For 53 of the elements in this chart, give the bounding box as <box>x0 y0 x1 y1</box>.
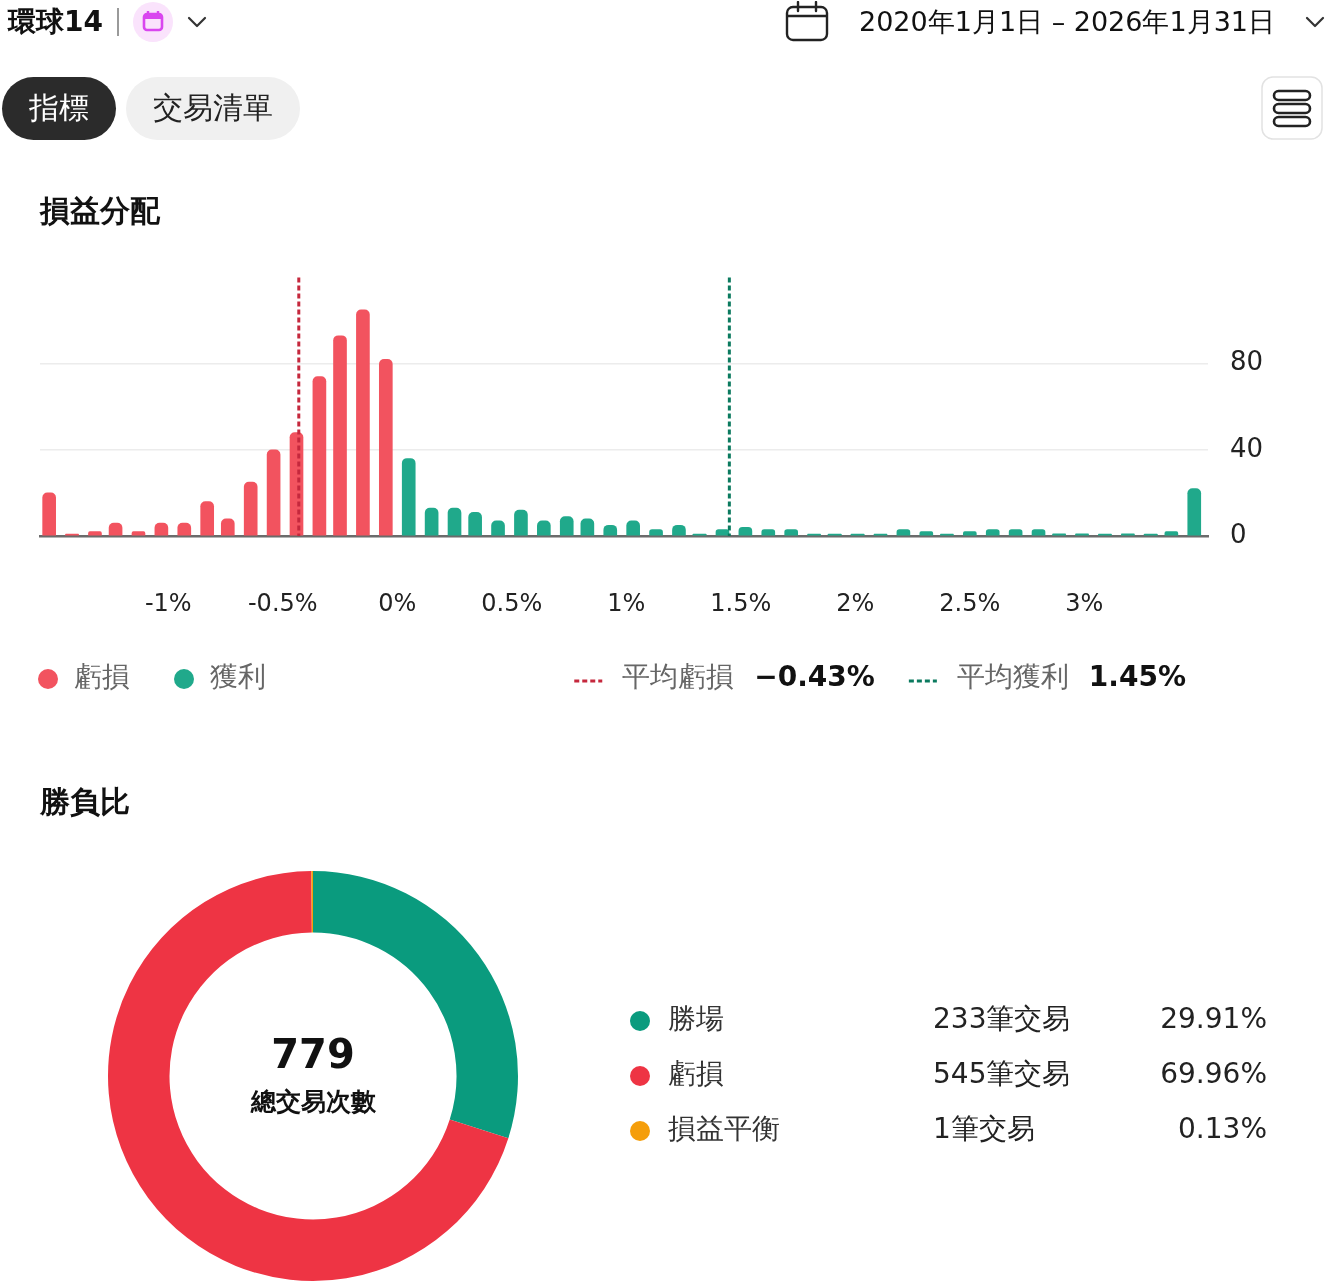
data-label: 233筆交易 <box>933 1002 1071 1036</box>
bar <box>468 511 482 536</box>
bar <box>447 507 462 536</box>
text: 29.91% <box>1160 1002 1267 1036</box>
bar <box>580 518 595 536</box>
legend-label: 虧損 <box>74 660 130 694</box>
legend-label: 勝場 <box>668 1002 724 1036</box>
chart-title: 勝負比 <box>40 783 130 821</box>
bar <box>491 520 505 536</box>
x-tick-label: 3% <box>1065 588 1104 617</box>
text: 總交易次數 <box>249 1086 377 1116</box>
y-tick-label: 0 <box>1230 518 1247 549</box>
x-tick-label: -1% <box>144 588 192 617</box>
legend-label: 虧損 <box>668 1057 724 1091</box>
text: 環球14 <box>8 4 103 40</box>
data-label: 1筆交易 <box>933 1112 1035 1146</box>
bar <box>333 335 347 536</box>
text: 779 <box>271 1031 355 1078</box>
bar <box>401 458 416 536</box>
bar <box>312 376 327 536</box>
legend-label: 平均虧損 −0.43% <box>622 660 875 694</box>
bar <box>356 309 370 536</box>
bar <box>537 520 551 536</box>
x-tick-label: 1% <box>607 588 646 617</box>
data-label: 545筆交易 <box>933 1057 1071 1091</box>
text: 0.13% <box>1178 1112 1267 1146</box>
text: 指標 <box>29 89 89 127</box>
bar <box>378 359 393 536</box>
bar <box>626 520 640 536</box>
x-tick-label: -0.5% <box>247 588 318 617</box>
bar <box>559 516 574 536</box>
text: 2020年1月1日 – 2026年1月31日 <box>859 5 1275 39</box>
bar <box>42 492 56 536</box>
bar <box>514 509 528 536</box>
x-tick-label: 0% <box>378 588 417 617</box>
bar <box>220 518 235 536</box>
bar <box>243 481 258 536</box>
text: 交易清單 <box>153 89 273 127</box>
legend-label: 損益平衡 <box>668 1112 780 1146</box>
x-tick-label: 2% <box>836 588 875 617</box>
bar <box>200 501 215 536</box>
y-tick-label: 40 <box>1230 432 1264 463</box>
chart-title: 損益分配 <box>40 192 160 230</box>
x-tick-label: 1.5% <box>710 588 772 617</box>
bar <box>424 507 439 536</box>
x-tick-label: 2.5% <box>939 588 1001 617</box>
x-tick-label: 0.5% <box>481 588 543 617</box>
bar <box>266 449 281 536</box>
legend-label: 獲利 <box>210 660 266 694</box>
legend-label: 平均獲利 1.45% <box>956 660 1186 694</box>
bar <box>1187 488 1202 536</box>
y-tick-label: 80 <box>1230 346 1264 377</box>
text: 69.96% <box>1160 1057 1267 1091</box>
